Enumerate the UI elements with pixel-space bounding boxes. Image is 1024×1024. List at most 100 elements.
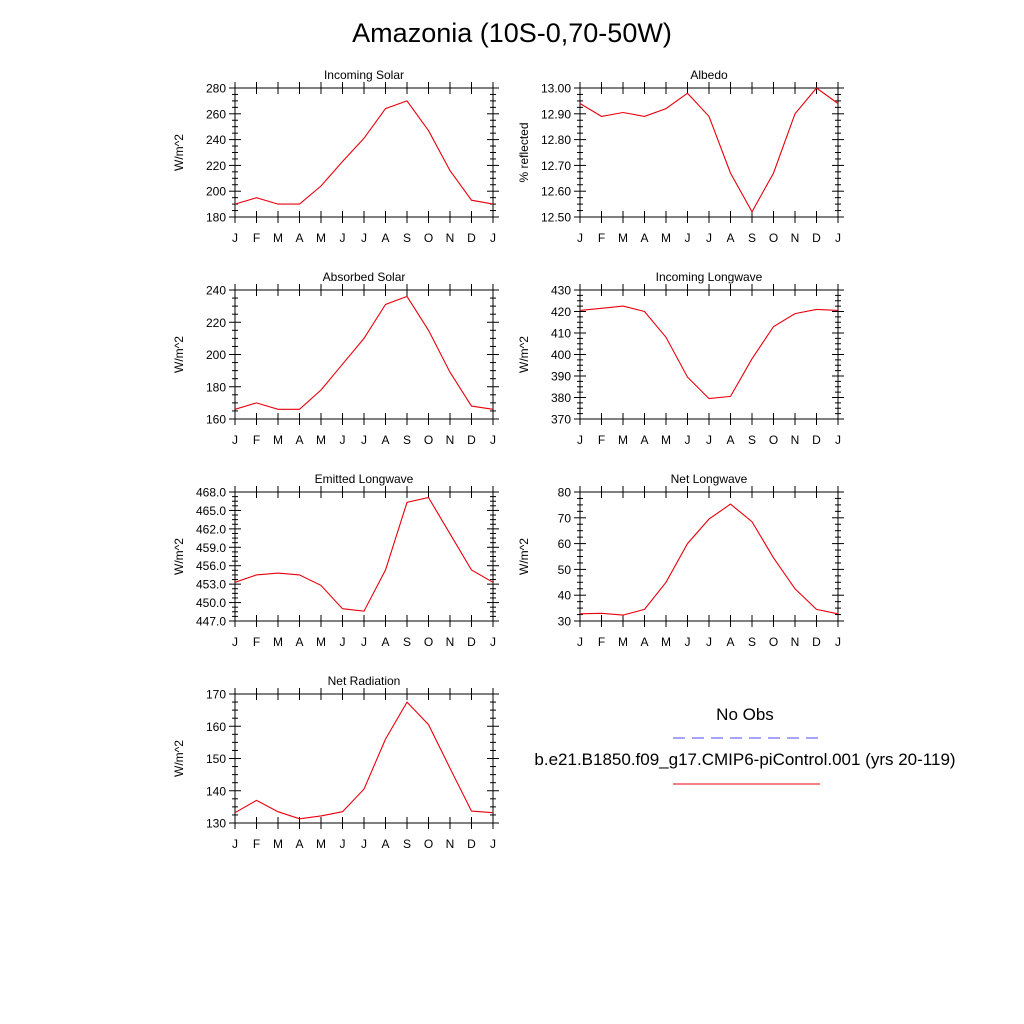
y-axis-label: W/m^2: [172, 740, 186, 777]
x-tick-label: O: [769, 231, 778, 245]
x-tick-label: S: [403, 837, 411, 851]
y-axis-label: W/m^2: [517, 336, 531, 373]
x-tick-label: A: [295, 433, 303, 447]
x-tick-label: O: [424, 433, 433, 447]
x-tick-label: S: [748, 433, 756, 447]
y-tick-label: 170: [206, 688, 226, 702]
x-tick-label: J: [835, 231, 841, 245]
x-tick-label: J: [706, 433, 712, 447]
x-tick-label: M: [316, 837, 326, 851]
x-tick-label: O: [769, 433, 778, 447]
series-line: [579, 87, 839, 213]
legend-obs-label: No Obs: [716, 705, 774, 724]
x-tick-label: F: [253, 837, 260, 851]
x-tick-label: O: [424, 837, 433, 851]
x-tick-label: A: [640, 231, 648, 245]
y-tick-label: 12.60: [541, 185, 571, 199]
x-tick-label: M: [618, 231, 628, 245]
y-tick-label: 30: [558, 615, 572, 629]
y-tick-label: 260: [206, 107, 226, 121]
x-tick-label: J: [340, 837, 346, 851]
y-tick-label: 370: [551, 413, 571, 427]
y-tick-label: 459.0: [196, 541, 226, 555]
x-tick-label: A: [295, 231, 303, 245]
y-tick-label: 160: [206, 413, 226, 427]
x-tick-label: M: [316, 635, 326, 649]
x-tick-label: N: [791, 231, 800, 245]
panel-title: Albedo: [690, 68, 728, 82]
x-tick-label: J: [706, 231, 712, 245]
series-line: [234, 295, 494, 410]
y-tick-label: 13.00: [541, 82, 571, 96]
y-tick-label: 12.80: [541, 133, 571, 147]
x-tick-label: J: [232, 231, 238, 245]
y-axis-label: W/m^2: [172, 134, 186, 171]
x-tick-label: S: [403, 635, 411, 649]
y-tick-label: 462.0: [196, 522, 226, 536]
y-tick-label: 12.50: [541, 211, 571, 225]
x-tick-label: D: [467, 837, 476, 851]
x-tick-label: A: [381, 635, 389, 649]
x-tick-label: M: [661, 433, 671, 447]
panel-title: Incoming Longwave: [656, 270, 763, 284]
x-tick-label: M: [661, 231, 671, 245]
x-tick-label: J: [490, 433, 496, 447]
x-tick-label: N: [791, 433, 800, 447]
x-tick-label: A: [381, 231, 389, 245]
x-tick-label: D: [467, 635, 476, 649]
panel-title: Emitted Longwave: [315, 472, 414, 486]
y-axis-label: W/m^2: [172, 336, 186, 373]
x-tick-label: F: [598, 433, 605, 447]
y-tick-label: 12.90: [541, 107, 571, 121]
x-tick-label: J: [490, 635, 496, 649]
x-tick-label: N: [446, 635, 455, 649]
y-tick-label: 280: [206, 82, 226, 96]
series-line: [579, 503, 839, 616]
panel-title: Net Longwave: [671, 472, 748, 486]
y-tick-label: 200: [206, 185, 226, 199]
x-tick-label: F: [253, 433, 260, 447]
x-tick-label: N: [446, 433, 455, 447]
y-tick-label: 430: [551, 284, 571, 298]
x-tick-label: M: [273, 837, 283, 851]
y-tick-label: 70: [558, 511, 572, 525]
x-tick-label: N: [791, 635, 800, 649]
x-tick-label: J: [577, 635, 583, 649]
y-tick-label: 160: [206, 720, 226, 734]
x-tick-label: F: [253, 231, 260, 245]
x-tick-label: S: [748, 635, 756, 649]
plot-frame: [234, 491, 494, 622]
y-tick-label: 380: [551, 391, 571, 405]
legend-model-label: b.e21.B1850.f09_g17.CMIP6-piControl.001 …: [534, 750, 956, 769]
x-tick-label: D: [812, 231, 821, 245]
y-tick-label: 180: [206, 380, 226, 394]
x-tick-label: M: [618, 635, 628, 649]
y-tick-label: 410: [551, 327, 571, 341]
x-tick-label: M: [618, 433, 628, 447]
x-tick-label: J: [577, 433, 583, 447]
x-tick-label: A: [295, 837, 303, 851]
y-tick-label: 180: [206, 211, 226, 225]
x-tick-label: A: [640, 433, 648, 447]
x-tick-label: J: [706, 635, 712, 649]
y-tick-label: 12.70: [541, 159, 571, 173]
y-tick-label: 456.0: [196, 559, 226, 573]
x-tick-label: J: [340, 231, 346, 245]
x-tick-label: S: [403, 231, 411, 245]
x-tick-label: J: [835, 635, 841, 649]
y-tick-label: 240: [206, 133, 226, 147]
x-tick-label: J: [490, 231, 496, 245]
x-tick-label: O: [424, 635, 433, 649]
x-tick-label: D: [812, 635, 821, 649]
panel-title: Incoming Solar: [324, 68, 404, 82]
x-tick-label: F: [598, 231, 605, 245]
y-tick-label: 447.0: [196, 615, 226, 629]
y-tick-label: 468.0: [196, 486, 226, 500]
x-tick-label: S: [748, 231, 756, 245]
x-tick-label: N: [446, 231, 455, 245]
x-tick-label: A: [726, 231, 734, 245]
x-tick-label: N: [446, 837, 455, 851]
x-tick-label: M: [273, 635, 283, 649]
y-tick-label: 240: [206, 284, 226, 298]
